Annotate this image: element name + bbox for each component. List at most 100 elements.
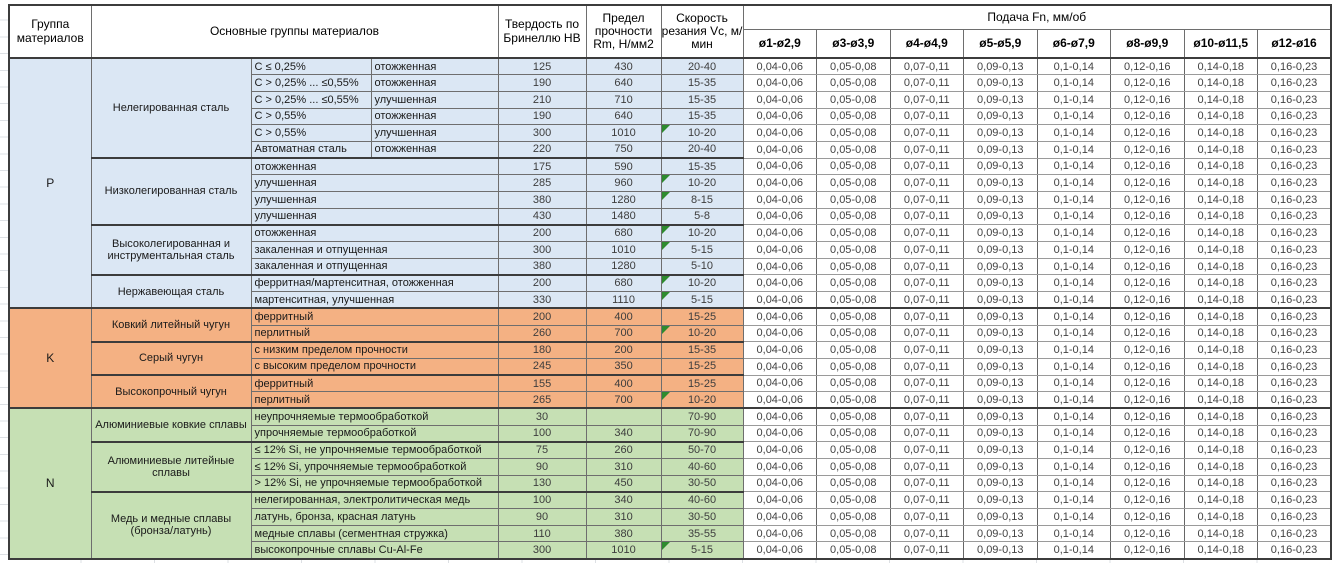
feed-value-cell[interactable]: 0,14-0,18 (1183, 207, 1259, 226)
feed-value-cell[interactable]: 0,1-0,14 (1036, 424, 1112, 443)
feed-value-cell[interactable]: 0,05-0,08 (816, 157, 891, 176)
subgroup-name-cell[interactable]: Низколегированная сталь (90, 157, 252, 226)
feed-value-cell[interactable]: 0,16-0,23 (1257, 124, 1332, 142)
cutting-speed-value-cell[interactable]: 15-35 (660, 340, 744, 359)
feed-value-cell[interactable]: 0,12-0,16 (1110, 491, 1185, 510)
feed-value-cell[interactable]: 0,1-0,14 (1036, 224, 1112, 243)
cutting-speed-value-cell[interactable]: 20-40 (660, 140, 744, 159)
feed-value-cell[interactable]: 0,07-0,11 (889, 407, 965, 426)
cutting-speed-value-cell[interactable]: 35-55 (660, 524, 744, 543)
strength-value-cell[interactable]: 1280 (585, 191, 662, 209)
feed-value-cell[interactable]: 0,04-0,06 (742, 491, 818, 510)
feed-value-cell[interactable]: 0,1-0,14 (1036, 491, 1112, 510)
hardness-value-cell[interactable]: 30 (497, 407, 587, 426)
feed-value-cell[interactable]: 0,09-0,13 (963, 207, 1038, 226)
feed-value-cell[interactable]: 0,05-0,08 (816, 274, 891, 293)
material-description-cell[interactable]: улучшенная (250, 174, 499, 192)
hardness-value-cell[interactable]: 300 (497, 241, 587, 259)
feed-value-cell[interactable]: 0,14-0,18 (1183, 257, 1259, 276)
material-condition-cell[interactable]: отожженная (370, 140, 499, 159)
feed-value-cell[interactable]: 0,12-0,16 (1110, 74, 1185, 92)
header-diameter-8[interactable]: ø12-ø16 (1257, 28, 1332, 59)
feed-value-cell[interactable]: 0,07-0,11 (889, 357, 965, 376)
feed-value-cell[interactable]: 0,05-0,08 (816, 174, 891, 192)
feed-value-cell[interactable]: 0,12-0,16 (1110, 307, 1185, 326)
feed-value-cell[interactable]: 0,1-0,14 (1036, 207, 1112, 226)
strength-value-cell[interactable]: 340 (585, 424, 662, 443)
hardness-value-cell[interactable]: 330 (497, 291, 587, 309)
feed-value-cell[interactable]: 0,14-0,18 (1183, 491, 1259, 510)
feed-value-cell[interactable]: 0,14-0,18 (1183, 274, 1259, 293)
hardness-value-cell[interactable]: 75 (497, 440, 587, 459)
feed-value-cell[interactable]: 0,1-0,14 (1036, 291, 1112, 309)
hardness-value-cell[interactable]: 430 (497, 207, 587, 226)
material-description-cell[interactable]: ≤ 12% Si, упрочняемые термообработкой (250, 458, 499, 476)
feed-value-cell[interactable]: 0,07-0,11 (889, 140, 965, 159)
feed-value-cell[interactable]: 0,04-0,06 (742, 191, 818, 209)
feed-value-cell[interactable]: 0,1-0,14 (1036, 90, 1112, 109)
strength-value-cell[interactable]: 750 (585, 140, 662, 159)
feed-value-cell[interactable]: 0,07-0,11 (889, 541, 965, 560)
cutting-speed-value-cell[interactable]: 30-50 (660, 474, 744, 493)
feed-value-cell[interactable]: 0,07-0,11 (889, 257, 965, 276)
hardness-value-cell[interactable]: 190 (497, 107, 587, 126)
material-description-cell[interactable]: с низким пределом прочности (250, 340, 499, 359)
feed-value-cell[interactable]: 0,09-0,13 (963, 474, 1038, 493)
feed-value-cell[interactable]: 0,16-0,23 (1257, 391, 1332, 409)
feed-value-cell[interactable]: 0,16-0,23 (1257, 524, 1332, 543)
feed-value-cell[interactable]: 0,16-0,23 (1257, 224, 1332, 243)
feed-value-cell[interactable]: 0,04-0,06 (742, 458, 818, 476)
feed-value-cell[interactable]: 0,07-0,11 (889, 341, 965, 359)
cutting-speed-value-cell[interactable]: 10-20 (660, 324, 744, 343)
hardness-value-cell[interactable]: 200 (497, 307, 587, 326)
strength-value-cell[interactable]: 450 (585, 474, 662, 493)
strength-value-cell[interactable]: 400 (585, 374, 662, 393)
feed-value-cell[interactable]: 0,16-0,23 (1257, 407, 1332, 426)
feed-value-cell[interactable]: 0,12-0,16 (1110, 508, 1185, 526)
feed-value-cell[interactable]: 0,04-0,06 (742, 274, 818, 293)
material-spec-cell[interactable]: C > 0,55% (250, 107, 372, 126)
hardness-value-cell[interactable]: 155 (497, 374, 587, 393)
feed-value-cell[interactable]: 0,05-0,08 (816, 441, 891, 459)
feed-value-cell[interactable]: 0,04-0,06 (742, 124, 818, 142)
feed-value-cell[interactable]: 0,07-0,11 (889, 157, 965, 176)
cutting-speed-value-cell[interactable]: 5-15 (660, 241, 744, 259)
feed-value-cell[interactable]: 0,12-0,16 (1110, 57, 1185, 76)
feed-value-cell[interactable]: 0,09-0,13 (963, 174, 1038, 192)
header-diameter-6[interactable]: ø8-ø9,9 (1110, 28, 1185, 59)
hardness-value-cell[interactable]: 130 (497, 474, 587, 493)
feed-value-cell[interactable]: 0,07-0,11 (889, 391, 965, 409)
feed-value-cell[interactable]: 0,16-0,23 (1257, 324, 1332, 343)
hardness-value-cell[interactable]: 245 (497, 357, 587, 376)
strength-value-cell[interactable]: 380 (585, 524, 662, 543)
material-description-cell[interactable]: отожженная (250, 157, 499, 176)
material-condition-cell[interactable]: отожженная (370, 57, 499, 76)
feed-value-cell[interactable]: 0,12-0,16 (1110, 140, 1185, 159)
feed-value-cell[interactable]: 0,14-0,18 (1183, 157, 1259, 176)
feed-value-cell[interactable]: 0,16-0,23 (1257, 541, 1332, 560)
feed-value-cell[interactable]: 0,05-0,08 (816, 324, 891, 343)
feed-value-cell[interactable]: 0,14-0,18 (1183, 424, 1259, 443)
feed-value-cell[interactable]: 0,16-0,23 (1257, 257, 1332, 276)
subgroup-name-cell[interactable]: Медь и медные сплавы (бронза/латунь) (90, 490, 252, 560)
feed-value-cell[interactable]: 0,1-0,14 (1036, 508, 1112, 526)
cutting-speed-value-cell[interactable]: 10-20 (660, 273, 744, 293)
feed-value-cell[interactable]: 0,14-0,18 (1183, 74, 1259, 92)
cutting-speed-value-cell[interactable]: 10-20 (660, 174, 744, 192)
header-brinell-hardness[interactable]: Твердость по Бринеллю HB (497, 4, 587, 59)
material-description-cell[interactable]: упрочняемые термообработкой (250, 424, 499, 443)
feed-value-cell[interactable]: 0,1-0,14 (1036, 157, 1112, 176)
header-diameter-4[interactable]: ø5-ø5,9 (963, 28, 1038, 59)
feed-value-cell[interactable]: 0,05-0,08 (816, 257, 891, 276)
feed-value-cell[interactable]: 0,05-0,08 (816, 224, 891, 243)
material-description-cell[interactable]: перлитный (250, 324, 499, 343)
feed-value-cell[interactable]: 0,09-0,13 (963, 241, 1038, 259)
group-code-cell[interactable]: K (8, 307, 92, 409)
header-cutting-speed[interactable]: Скорость резания Vc, м/мин (660, 4, 744, 59)
feed-value-cell[interactable]: 0,1-0,14 (1036, 107, 1112, 126)
hardness-value-cell[interactable]: 90 (497, 508, 587, 526)
feed-value-cell[interactable]: 0,04-0,06 (742, 524, 818, 543)
feed-value-cell[interactable]: 0,09-0,13 (963, 191, 1038, 209)
cutting-speed-value-cell[interactable]: 15-25 (660, 357, 744, 376)
feed-value-cell[interactable]: 0,04-0,06 (742, 541, 818, 560)
